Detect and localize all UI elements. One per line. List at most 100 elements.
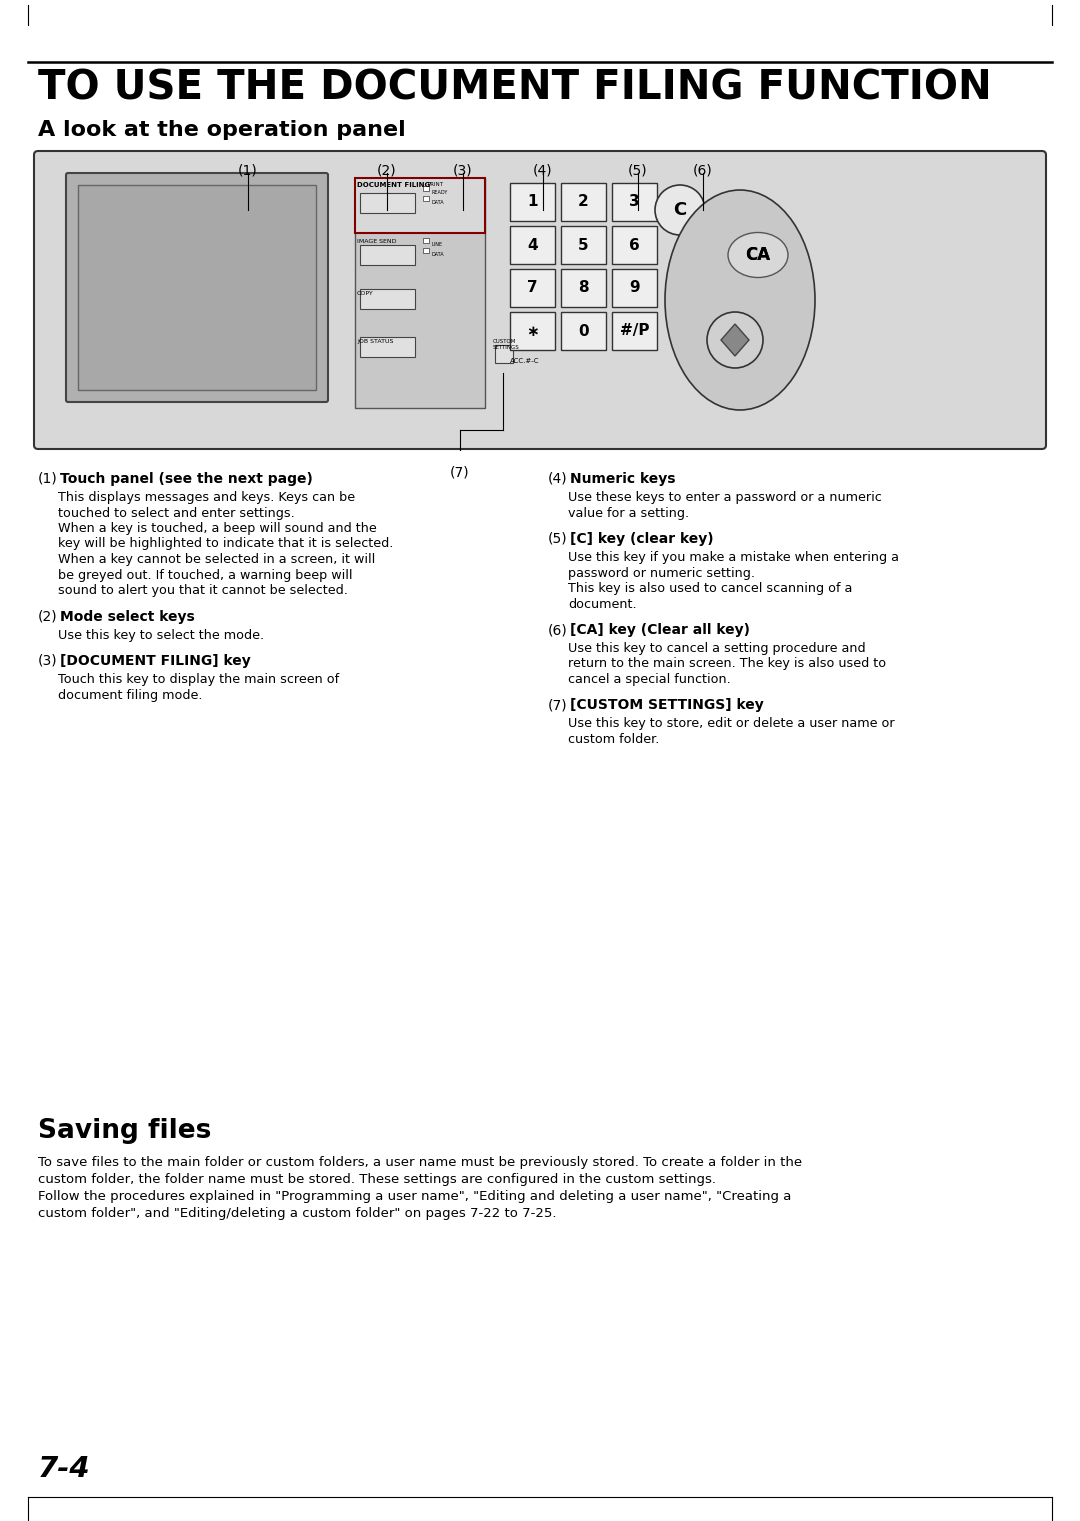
Bar — [510, 183, 555, 221]
Text: (7): (7) — [450, 465, 470, 481]
Text: [C] key (clear key): [C] key (clear key) — [570, 532, 714, 546]
Text: 4: 4 — [527, 237, 538, 252]
Circle shape — [707, 312, 762, 368]
Text: (1): (1) — [238, 163, 258, 176]
Text: [CUSTOM SETTINGS] key: [CUSTOM SETTINGS] key — [570, 698, 764, 712]
Text: (6): (6) — [548, 624, 568, 637]
Text: (5): (5) — [548, 532, 568, 546]
Bar — [561, 269, 606, 307]
Text: (2): (2) — [38, 610, 57, 624]
Text: PRINT: PRINT — [427, 183, 443, 187]
Text: 2: 2 — [578, 195, 589, 210]
Text: [CA] key (Clear all key): [CA] key (Clear all key) — [570, 624, 750, 637]
Bar — [612, 227, 657, 265]
Text: (3): (3) — [454, 163, 473, 176]
Text: sound to alert you that it cannot be selected.: sound to alert you that it cannot be sel… — [58, 584, 348, 598]
Text: (2): (2) — [377, 163, 396, 176]
Polygon shape — [721, 324, 750, 356]
Text: IMAGE SEND: IMAGE SEND — [357, 239, 396, 243]
Text: Touch panel (see the next page): Touch panel (see the next page) — [60, 472, 313, 487]
Text: COPY: COPY — [357, 291, 374, 297]
Text: 3: 3 — [630, 195, 639, 210]
Bar — [360, 338, 415, 357]
Text: DATA: DATA — [431, 199, 444, 205]
Text: #/P: #/P — [620, 324, 649, 339]
Text: 1: 1 — [527, 195, 538, 210]
Bar — [360, 289, 415, 309]
Bar — [561, 312, 606, 350]
Text: Use this key to select the mode.: Use this key to select the mode. — [58, 628, 265, 642]
Text: touched to select and enter settings.: touched to select and enter settings. — [58, 506, 295, 520]
Text: cancel a special function.: cancel a special function. — [568, 672, 731, 686]
Text: (4): (4) — [534, 163, 553, 176]
Text: Touch this key to display the main screen of: Touch this key to display the main scree… — [58, 672, 339, 686]
Bar — [423, 186, 429, 192]
Text: (7): (7) — [548, 698, 568, 712]
Bar — [495, 345, 513, 364]
Bar — [355, 178, 485, 233]
Text: Use these keys to enter a password or a numeric: Use these keys to enter a password or a … — [568, 491, 881, 503]
Text: CA: CA — [745, 246, 770, 265]
Text: Use this key to store, edit or delete a user name or: Use this key to store, edit or delete a … — [568, 718, 894, 730]
Text: 7: 7 — [527, 280, 538, 295]
Text: [DOCUMENT FILING] key: [DOCUMENT FILING] key — [60, 654, 251, 668]
FancyBboxPatch shape — [33, 151, 1047, 449]
Text: 7-4: 7-4 — [38, 1456, 91, 1483]
Text: custom folder", and "Editing/deleting a custom folder" on pages 7-22 to 7-25.: custom folder", and "Editing/deleting a … — [38, 1208, 556, 1220]
Text: DOCUMENT FILING: DOCUMENT FILING — [357, 183, 430, 189]
Text: READY: READY — [431, 190, 447, 195]
Text: (4): (4) — [548, 472, 568, 487]
Bar — [510, 269, 555, 307]
Text: 9: 9 — [630, 280, 639, 295]
Text: (3): (3) — [38, 654, 57, 668]
Bar — [423, 196, 429, 201]
Text: 6: 6 — [630, 237, 639, 252]
Text: Use this key to cancel a setting procedure and: Use this key to cancel a setting procedu… — [568, 642, 866, 656]
Text: Saving files: Saving files — [38, 1118, 212, 1144]
Text: 5: 5 — [578, 237, 589, 252]
Text: return to the main screen. The key is also used to: return to the main screen. The key is al… — [568, 657, 886, 671]
Text: password or numeric setting.: password or numeric setting. — [568, 566, 755, 580]
Text: ACC.#-C: ACC.#-C — [510, 357, 540, 364]
Text: CUSTOM
SETTINGS: CUSTOM SETTINGS — [492, 339, 519, 350]
Bar — [612, 312, 657, 350]
Text: When a key is touched, a beep will sound and the: When a key is touched, a beep will sound… — [58, 522, 377, 535]
Text: (6): (6) — [693, 163, 713, 176]
Text: A look at the operation panel: A look at the operation panel — [38, 120, 406, 140]
Bar — [510, 312, 555, 350]
Bar — [360, 245, 415, 265]
Bar — [423, 237, 429, 243]
Text: Mode select keys: Mode select keys — [60, 610, 194, 624]
Text: document filing mode.: document filing mode. — [58, 689, 203, 701]
Text: This displays messages and keys. Keys can be: This displays messages and keys. Keys ca… — [58, 491, 355, 503]
Bar — [423, 248, 429, 252]
Bar — [360, 193, 415, 213]
Text: CA: CA — [745, 246, 770, 265]
Text: Numeric keys: Numeric keys — [570, 472, 675, 487]
Text: LINE: LINE — [431, 242, 442, 246]
Text: JOB STATUS: JOB STATUS — [357, 339, 393, 344]
Text: custom folder.: custom folder. — [568, 733, 660, 745]
Text: DATA: DATA — [431, 252, 444, 257]
Bar — [612, 269, 657, 307]
Text: custom folder, the folder name must be stored. These settings are configured in : custom folder, the folder name must be s… — [38, 1173, 716, 1186]
Bar — [355, 178, 485, 408]
Text: 0: 0 — [578, 324, 589, 339]
Text: (5): (5) — [629, 163, 648, 176]
Text: ∗: ∗ — [526, 324, 539, 339]
Bar — [561, 227, 606, 265]
Ellipse shape — [665, 190, 815, 411]
Circle shape — [654, 186, 705, 236]
Text: When a key cannot be selected in a screen, it will: When a key cannot be selected in a scree… — [58, 554, 375, 566]
Ellipse shape — [728, 233, 788, 277]
Text: This key is also used to cancel scanning of a: This key is also used to cancel scanning… — [568, 583, 852, 595]
Text: TO USE THE DOCUMENT FILING FUNCTION: TO USE THE DOCUMENT FILING FUNCTION — [38, 68, 991, 108]
Text: To save files to the main folder or custom folders, a user name must be previous: To save files to the main folder or cust… — [38, 1156, 802, 1170]
Bar — [561, 183, 606, 221]
Text: (1): (1) — [38, 472, 57, 487]
Text: Use this key if you make a mistake when entering a: Use this key if you make a mistake when … — [568, 551, 899, 564]
Bar — [510, 227, 555, 265]
Text: Follow the procedures explained in "Programming a user name", "Editing and delet: Follow the procedures explained in "Prog… — [38, 1189, 792, 1203]
Text: 8: 8 — [578, 280, 589, 295]
Text: C: C — [673, 201, 687, 219]
